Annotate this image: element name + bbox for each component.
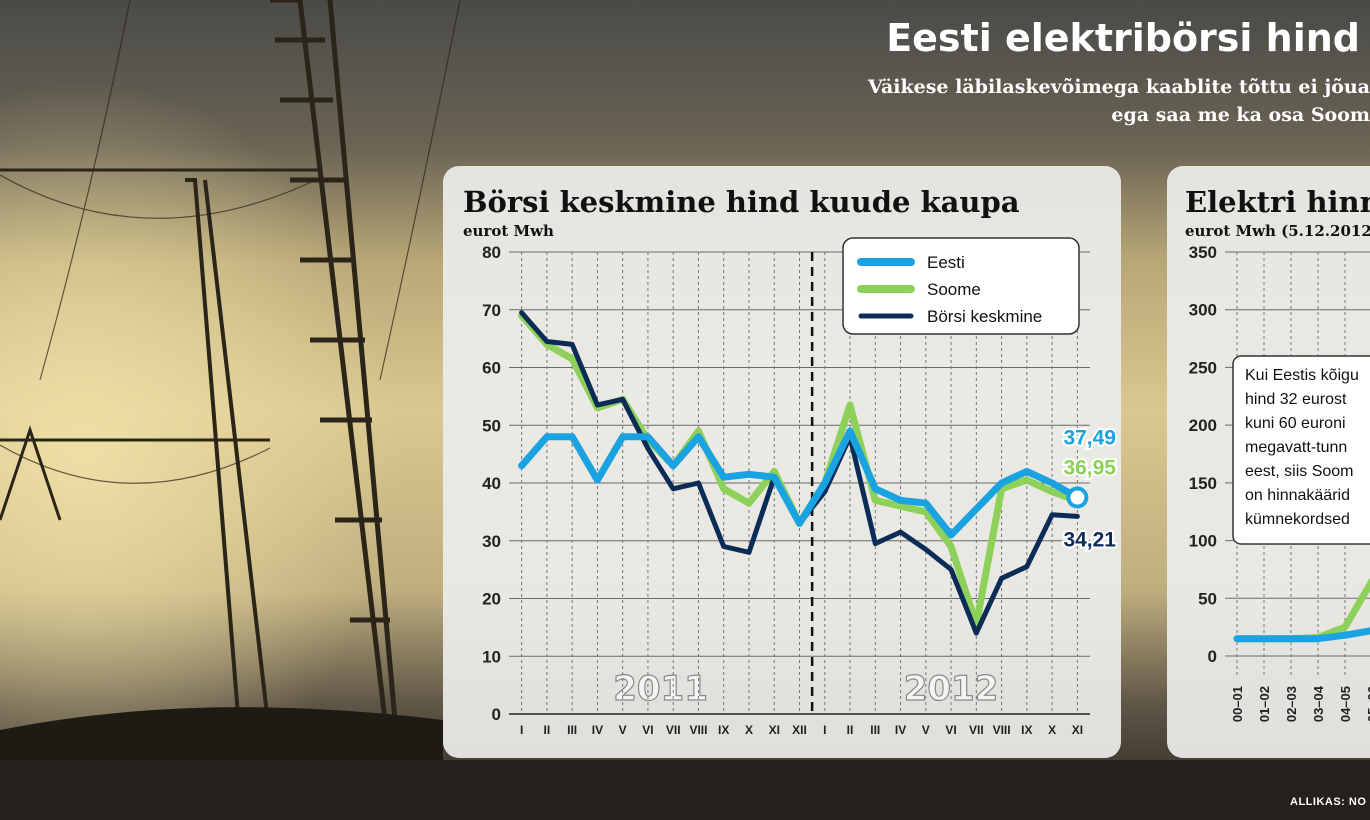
x-tick-label: I: [520, 723, 523, 737]
x-tick-label: I: [823, 723, 826, 737]
y-tick-label: 350: [1189, 243, 1217, 262]
x-tick-label: 02–03: [1284, 686, 1299, 722]
x-tick-label: X: [745, 723, 753, 737]
x-tick-label: VIII: [993, 723, 1011, 737]
x-tick-label: X: [1048, 723, 1056, 737]
y-tick-label: 50: [1198, 589, 1217, 608]
y-tick-label: 40: [482, 474, 501, 493]
x-tick-label: 04–05: [1338, 686, 1353, 722]
chart-title: Elektri hinna: [1185, 185, 1370, 219]
note-line: hind 32 eurost: [1245, 391, 1347, 408]
x-tick-label: IV: [592, 723, 603, 737]
note-line: kuni 60 euroni: [1245, 415, 1346, 432]
x-tick-label: 00–01: [1230, 686, 1245, 722]
x-tick-label: VII: [969, 723, 984, 737]
monthly-price-chart: Börsi keskmine hind kuude kaupa eurot Mw…: [443, 166, 1121, 758]
legend-label-eesti: Eesti: [927, 253, 965, 272]
x-tick-label: V: [619, 723, 627, 737]
y-tick-label: 30: [482, 532, 501, 551]
x-tick-label: IX: [718, 723, 729, 737]
note-line: kümnekordsed: [1245, 511, 1350, 528]
note-line: eest, siis Soom: [1245, 463, 1353, 480]
end-label-keskmine: 34,21: [1063, 528, 1116, 551]
end-label-soome: 36,95: [1063, 457, 1116, 480]
note-line: Kui Eestis kõigu: [1245, 367, 1359, 384]
pylon-graphic: [0, 0, 398, 741]
series-line-eesti: [1233, 627, 1370, 643]
y-tick-label: 10: [482, 647, 501, 666]
x-tick-label: 05–06: [1365, 686, 1370, 722]
y-tick-label: 300: [1189, 301, 1217, 320]
y-tick-label: 250: [1189, 358, 1217, 377]
x-tick-label: 01–02: [1257, 686, 1272, 722]
x-tick-label: V: [922, 723, 930, 737]
hourly-price-chart: Elektri hinna eurot Mwh (5.12.2012 0 50 10…: [1167, 166, 1370, 758]
year-label-2011: 2011: [613, 669, 708, 709]
x-tick-label: XI: [769, 723, 780, 737]
x-tick-label: XII: [792, 723, 807, 737]
y-tick-label: 100: [1189, 532, 1217, 551]
page-subtitle-line2: ega saa me ka osa Soom: [1111, 104, 1370, 126]
x-tick-label: XI: [1072, 723, 1083, 737]
end-label-eesti: 37,49: [1063, 426, 1116, 449]
x-tick-label: III: [870, 723, 880, 737]
y-tick-label: 70: [482, 301, 501, 320]
chart-legend: Eesti Soome Börsi keskmine: [842, 237, 1080, 335]
x-tick-label: II: [544, 723, 551, 737]
y-tick-label: 60: [482, 359, 501, 378]
note-box: [1232, 355, 1370, 545]
x-tick-label: VII: [666, 723, 681, 737]
y-tick-label: 50: [482, 416, 501, 435]
x-tick-label: VI: [945, 723, 956, 737]
note-line: megavatt-tunn: [1245, 439, 1347, 456]
y-tick-label: 20: [482, 590, 501, 609]
source-credit: ALLIKAS: NO: [1290, 796, 1367, 808]
x-tick-label: VIII: [689, 723, 707, 737]
x-tick-label: VI: [642, 723, 653, 737]
x-tick-label: II: [847, 723, 854, 737]
x-tick-label: 03–04: [1311, 685, 1326, 722]
x-tick-label: IX: [1021, 723, 1032, 737]
y-tick-label: 200: [1189, 416, 1217, 435]
annotation-note: Kui Eestis kõigu hind 32 eurost kuni 60 eu…: [1232, 355, 1370, 545]
y-tick-label: 0: [1208, 647, 1217, 666]
x-tick-label: IV: [895, 723, 906, 737]
end-marker: [1066, 486, 1089, 509]
y-tick-label: 0: [492, 705, 501, 724]
y-tick-label: 150: [1189, 474, 1217, 493]
page-subtitle-line1: Väikese läbilaskevõimega kaablite tõttu …: [867, 76, 1370, 98]
y-tick-label: 80: [482, 243, 501, 262]
legend-label-soome: Soome: [927, 280, 981, 299]
chart-title: Börsi keskmine hind kuude kaupa: [463, 185, 1020, 219]
y-axis-label: eurot Mwh (5.12.2012: [1185, 222, 1370, 240]
page-title: Eesti elektribörsi hind: [886, 16, 1360, 60]
x-tick-label: III: [567, 723, 577, 737]
y-axis-label: eurot Mwh: [463, 222, 554, 240]
series-line-eesti: [518, 427, 1081, 539]
legend-label-keskmine: Börsi keskmine: [927, 307, 1042, 326]
note-line: on hinnakäärid: [1245, 487, 1350, 504]
